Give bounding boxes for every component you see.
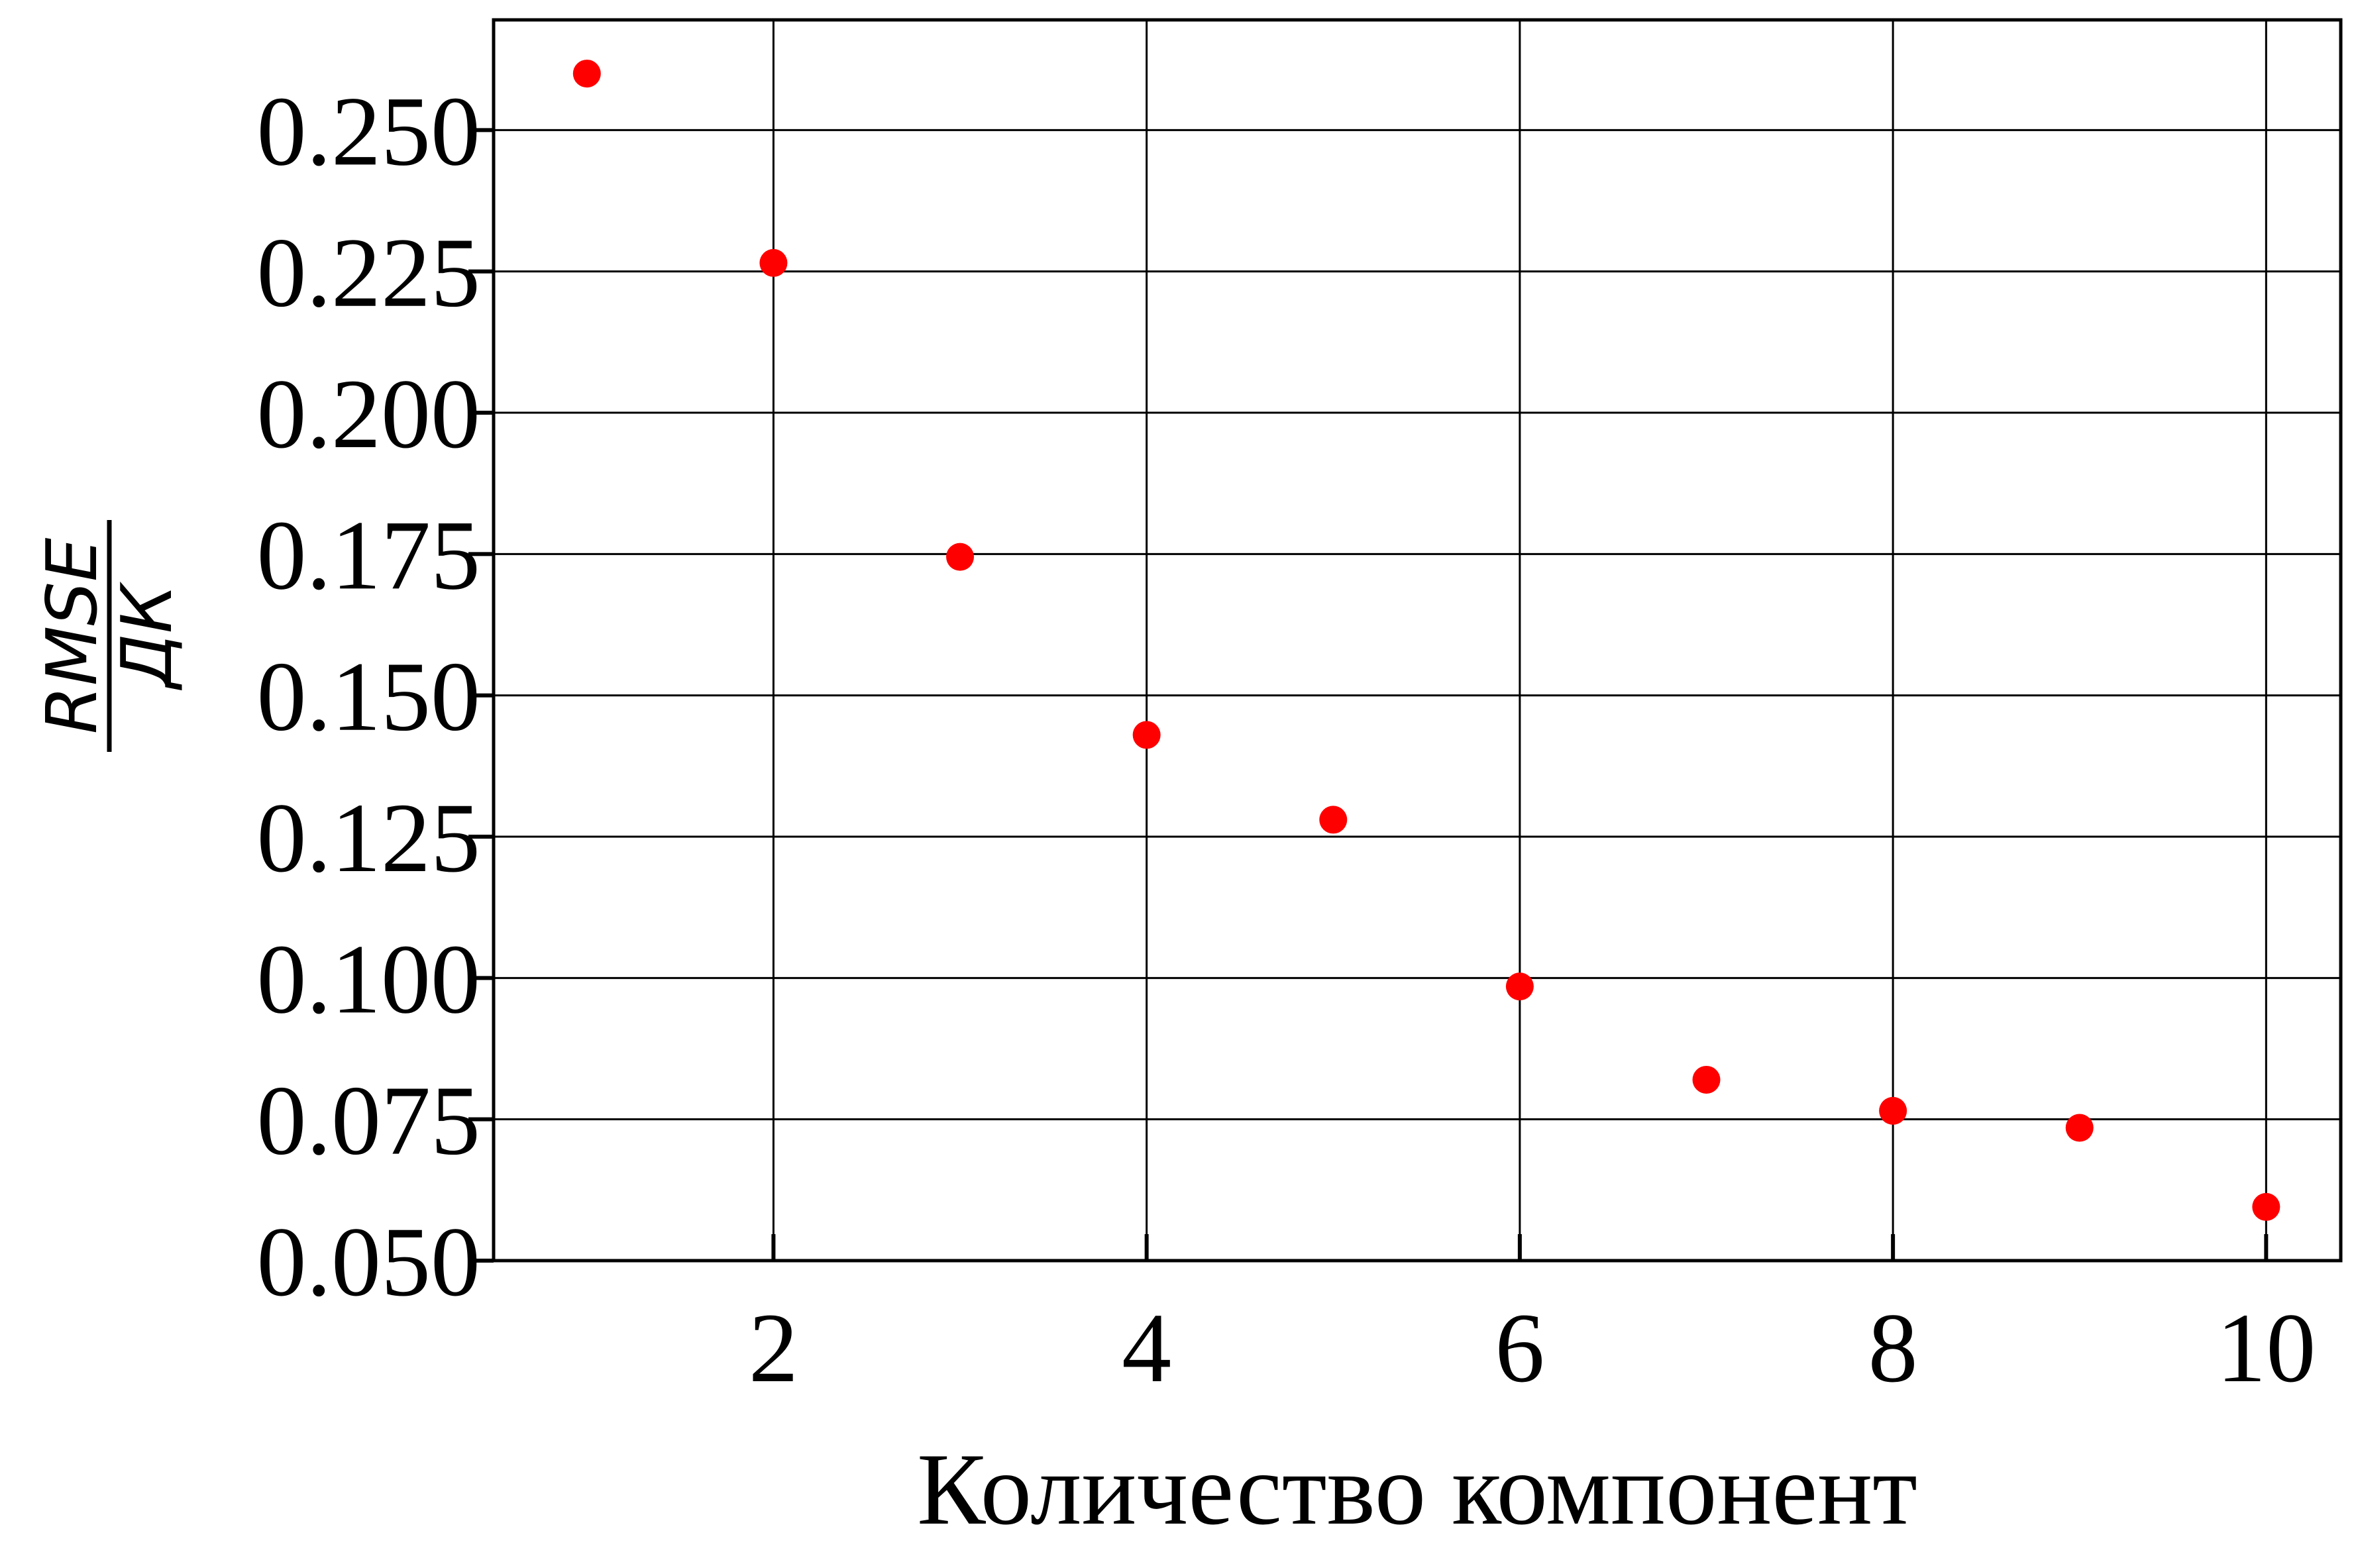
data-point — [572, 60, 601, 88]
y-axis-label-denominator: ДК — [107, 581, 187, 690]
y-tick-label: 0.050 — [257, 1207, 481, 1317]
data-point — [1319, 806, 1348, 834]
data-point — [1692, 1065, 1721, 1094]
x-tick-label: 4 — [1122, 1293, 1171, 1403]
axis-ticks — [468, 128, 2269, 1263]
data-point — [2252, 1192, 2280, 1221]
data-point — [1879, 1096, 1907, 1125]
plot-area-frame — [492, 18, 2343, 1263]
data-point — [2065, 1114, 2094, 1142]
y-axis-label-numerator: RMSE — [32, 537, 113, 734]
data-point — [1505, 972, 1534, 1001]
x-tick-label: 6 — [1495, 1293, 1544, 1403]
x-axis-label: Количество компонент — [917, 1432, 1917, 1546]
x-tick-label: 2 — [749, 1293, 798, 1403]
y-tick-label: 0.225 — [257, 218, 481, 328]
x-tick-label: 8 — [1868, 1293, 1918, 1403]
x-tick-label: 10 — [2216, 1293, 2316, 1403]
y-tick-label: 0.100 — [257, 924, 481, 1034]
y-tick-label: 0.175 — [257, 500, 481, 610]
y-tick-label: 0.150 — [257, 642, 481, 752]
y-tick-label: 0.200 — [257, 359, 481, 469]
data-point — [1132, 721, 1161, 749]
grid-lines — [494, 20, 2341, 1262]
y-tick-label: 0.125 — [257, 783, 481, 893]
data-point — [946, 543, 975, 571]
data-points — [572, 60, 2280, 1221]
tick-labels: 0.050 0.075 0.100 0.125 0.150 0.175 0.200 0.225… — [257, 76, 2316, 1403]
y-tick-label: 0.250 — [257, 76, 481, 186]
data-point — [759, 248, 788, 277]
y-tick-label: 0.075 — [257, 1066, 481, 1176]
y-axis-label: RMSE ДК — [32, 520, 187, 752]
